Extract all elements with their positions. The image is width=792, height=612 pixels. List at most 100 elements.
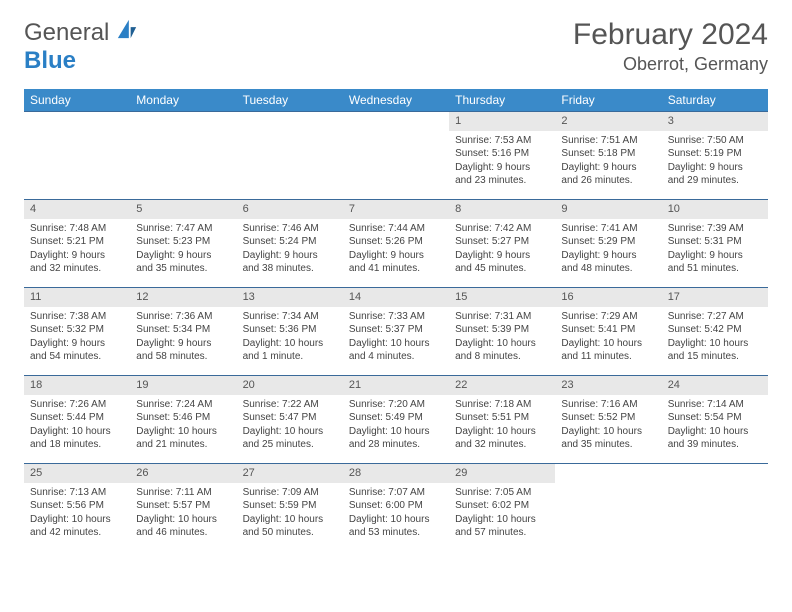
day-number: 23	[555, 376, 661, 395]
sunset-text: Sunset: 5:54 PM	[668, 411, 762, 425]
daylight-text: Daylight: 9 hours and 35 minutes.	[136, 249, 230, 276]
sunset-text: Sunset: 5:56 PM	[30, 499, 124, 513]
day-number: 20	[237, 376, 343, 395]
day-number: 18	[24, 376, 130, 395]
daylight-text: Daylight: 10 hours and 1 minute.	[243, 337, 337, 364]
sunset-text: Sunset: 5:24 PM	[243, 235, 337, 249]
day-body: Sunrise: 7:11 AMSunset: 5:57 PMDaylight:…	[130, 483, 236, 544]
day-body: Sunrise: 7:53 AMSunset: 5:16 PMDaylight:…	[449, 131, 555, 192]
day-number: 3	[662, 112, 768, 131]
day-body: Sunrise: 7:13 AMSunset: 5:56 PMDaylight:…	[24, 483, 130, 544]
day-body: Sunrise: 7:27 AMSunset: 5:42 PMDaylight:…	[662, 307, 768, 368]
calendar-cell: 18Sunrise: 7:26 AMSunset: 5:44 PMDayligh…	[24, 376, 130, 464]
day-body: Sunrise: 7:44 AMSunset: 5:26 PMDaylight:…	[343, 219, 449, 280]
daylight-text: Daylight: 10 hours and 8 minutes.	[455, 337, 549, 364]
day-body: Sunrise: 7:48 AMSunset: 5:21 PMDaylight:…	[24, 219, 130, 280]
calendar-row: 25Sunrise: 7:13 AMSunset: 5:56 PMDayligh…	[24, 464, 768, 552]
day-number: 21	[343, 376, 449, 395]
sunset-text: Sunset: 5:32 PM	[30, 323, 124, 337]
calendar-cell: 6Sunrise: 7:46 AMSunset: 5:24 PMDaylight…	[237, 200, 343, 288]
calendar-cell: 10Sunrise: 7:39 AMSunset: 5:31 PMDayligh…	[662, 200, 768, 288]
calendar-cell: 4Sunrise: 7:48 AMSunset: 5:21 PMDaylight…	[24, 200, 130, 288]
day-number: 17	[662, 288, 768, 307]
day-body: Sunrise: 7:34 AMSunset: 5:36 PMDaylight:…	[237, 307, 343, 368]
daylight-text: Daylight: 9 hours and 41 minutes.	[349, 249, 443, 276]
sunset-text: Sunset: 5:21 PM	[30, 235, 124, 249]
calendar-cell	[24, 112, 130, 200]
daylight-text: Daylight: 9 hours and 23 minutes.	[455, 161, 549, 188]
calendar-cell	[662, 464, 768, 552]
sunset-text: Sunset: 5:26 PM	[349, 235, 443, 249]
day-number: 14	[343, 288, 449, 307]
day-body: Sunrise: 7:41 AMSunset: 5:29 PMDaylight:…	[555, 219, 661, 280]
calendar-cell: 28Sunrise: 7:07 AMSunset: 6:00 PMDayligh…	[343, 464, 449, 552]
calendar-cell: 19Sunrise: 7:24 AMSunset: 5:46 PMDayligh…	[130, 376, 236, 464]
calendar-cell: 12Sunrise: 7:36 AMSunset: 5:34 PMDayligh…	[130, 288, 236, 376]
sunset-text: Sunset: 5:42 PM	[668, 323, 762, 337]
day-body: Sunrise: 7:36 AMSunset: 5:34 PMDaylight:…	[130, 307, 236, 368]
day-number: 16	[555, 288, 661, 307]
day-number: 26	[130, 464, 236, 483]
sunrise-text: Sunrise: 7:41 AM	[561, 222, 655, 236]
calendar-cell: 3Sunrise: 7:50 AMSunset: 5:19 PMDaylight…	[662, 112, 768, 200]
sunset-text: Sunset: 5:36 PM	[243, 323, 337, 337]
sunset-text: Sunset: 5:19 PM	[668, 147, 762, 161]
sunrise-text: Sunrise: 7:47 AM	[136, 222, 230, 236]
calendar-row: 11Sunrise: 7:38 AMSunset: 5:32 PMDayligh…	[24, 288, 768, 376]
day-number: 27	[237, 464, 343, 483]
daylight-text: Daylight: 10 hours and 15 minutes.	[668, 337, 762, 364]
calendar-cell: 26Sunrise: 7:11 AMSunset: 5:57 PMDayligh…	[130, 464, 236, 552]
daylight-text: Daylight: 9 hours and 51 minutes.	[668, 249, 762, 276]
day-body: Sunrise: 7:39 AMSunset: 5:31 PMDaylight:…	[662, 219, 768, 280]
sunrise-text: Sunrise: 7:53 AM	[455, 134, 549, 148]
daylight-text: Daylight: 9 hours and 29 minutes.	[668, 161, 762, 188]
daylight-text: Daylight: 10 hours and 25 minutes.	[243, 425, 337, 452]
month-title: February 2024	[573, 18, 768, 52]
sunset-text: Sunset: 6:02 PM	[455, 499, 549, 513]
day-body: Sunrise: 7:31 AMSunset: 5:39 PMDaylight:…	[449, 307, 555, 368]
day-body: Sunrise: 7:14 AMSunset: 5:54 PMDaylight:…	[662, 395, 768, 456]
sunset-text: Sunset: 5:34 PM	[136, 323, 230, 337]
calendar-cell: 21Sunrise: 7:20 AMSunset: 5:49 PMDayligh…	[343, 376, 449, 464]
day-number: 13	[237, 288, 343, 307]
header: General Blue February 2024 Oberrot, Germ…	[24, 18, 768, 75]
daylight-text: Daylight: 10 hours and 11 minutes.	[561, 337, 655, 364]
day-body: Sunrise: 7:50 AMSunset: 5:19 PMDaylight:…	[662, 131, 768, 192]
calendar-row: 1Sunrise: 7:53 AMSunset: 5:16 PMDaylight…	[24, 112, 768, 200]
sunrise-text: Sunrise: 7:46 AM	[243, 222, 337, 236]
sunset-text: Sunset: 5:39 PM	[455, 323, 549, 337]
daylight-text: Daylight: 10 hours and 39 minutes.	[668, 425, 762, 452]
sunrise-text: Sunrise: 7:09 AM	[243, 486, 337, 500]
daylight-text: Daylight: 9 hours and 26 minutes.	[561, 161, 655, 188]
day-body: Sunrise: 7:07 AMSunset: 6:00 PMDaylight:…	[343, 483, 449, 544]
sunset-text: Sunset: 5:18 PM	[561, 147, 655, 161]
calendar-cell: 27Sunrise: 7:09 AMSunset: 5:59 PMDayligh…	[237, 464, 343, 552]
daylight-text: Daylight: 10 hours and 18 minutes.	[30, 425, 124, 452]
day-body: Sunrise: 7:26 AMSunset: 5:44 PMDaylight:…	[24, 395, 130, 456]
sunrise-text: Sunrise: 7:18 AM	[455, 398, 549, 412]
calendar-cell: 16Sunrise: 7:29 AMSunset: 5:41 PMDayligh…	[555, 288, 661, 376]
calendar-head: SundayMondayTuesdayWednesdayThursdayFrid…	[24, 89, 768, 112]
day-number: 24	[662, 376, 768, 395]
sail-icon	[116, 18, 138, 40]
sunrise-text: Sunrise: 7:27 AM	[668, 310, 762, 324]
calendar-row: 18Sunrise: 7:26 AMSunset: 5:44 PMDayligh…	[24, 376, 768, 464]
calendar-cell: 17Sunrise: 7:27 AMSunset: 5:42 PMDayligh…	[662, 288, 768, 376]
daylight-text: Daylight: 9 hours and 58 minutes.	[136, 337, 230, 364]
weekday-header: Thursday	[449, 89, 555, 112]
day-number: 6	[237, 200, 343, 219]
sunset-text: Sunset: 5:41 PM	[561, 323, 655, 337]
sunrise-text: Sunrise: 7:44 AM	[349, 222, 443, 236]
sunrise-text: Sunrise: 7:33 AM	[349, 310, 443, 324]
sunset-text: Sunset: 5:49 PM	[349, 411, 443, 425]
location: Oberrot, Germany	[573, 54, 768, 75]
sunset-text: Sunset: 5:51 PM	[455, 411, 549, 425]
sunrise-text: Sunrise: 7:31 AM	[455, 310, 549, 324]
daylight-text: Daylight: 10 hours and 50 minutes.	[243, 513, 337, 540]
day-body: Sunrise: 7:38 AMSunset: 5:32 PMDaylight:…	[24, 307, 130, 368]
daylight-text: Daylight: 10 hours and 4 minutes.	[349, 337, 443, 364]
sunset-text: Sunset: 5:37 PM	[349, 323, 443, 337]
day-number: 10	[662, 200, 768, 219]
daylight-text: Daylight: 10 hours and 57 minutes.	[455, 513, 549, 540]
daylight-text: Daylight: 10 hours and 21 minutes.	[136, 425, 230, 452]
